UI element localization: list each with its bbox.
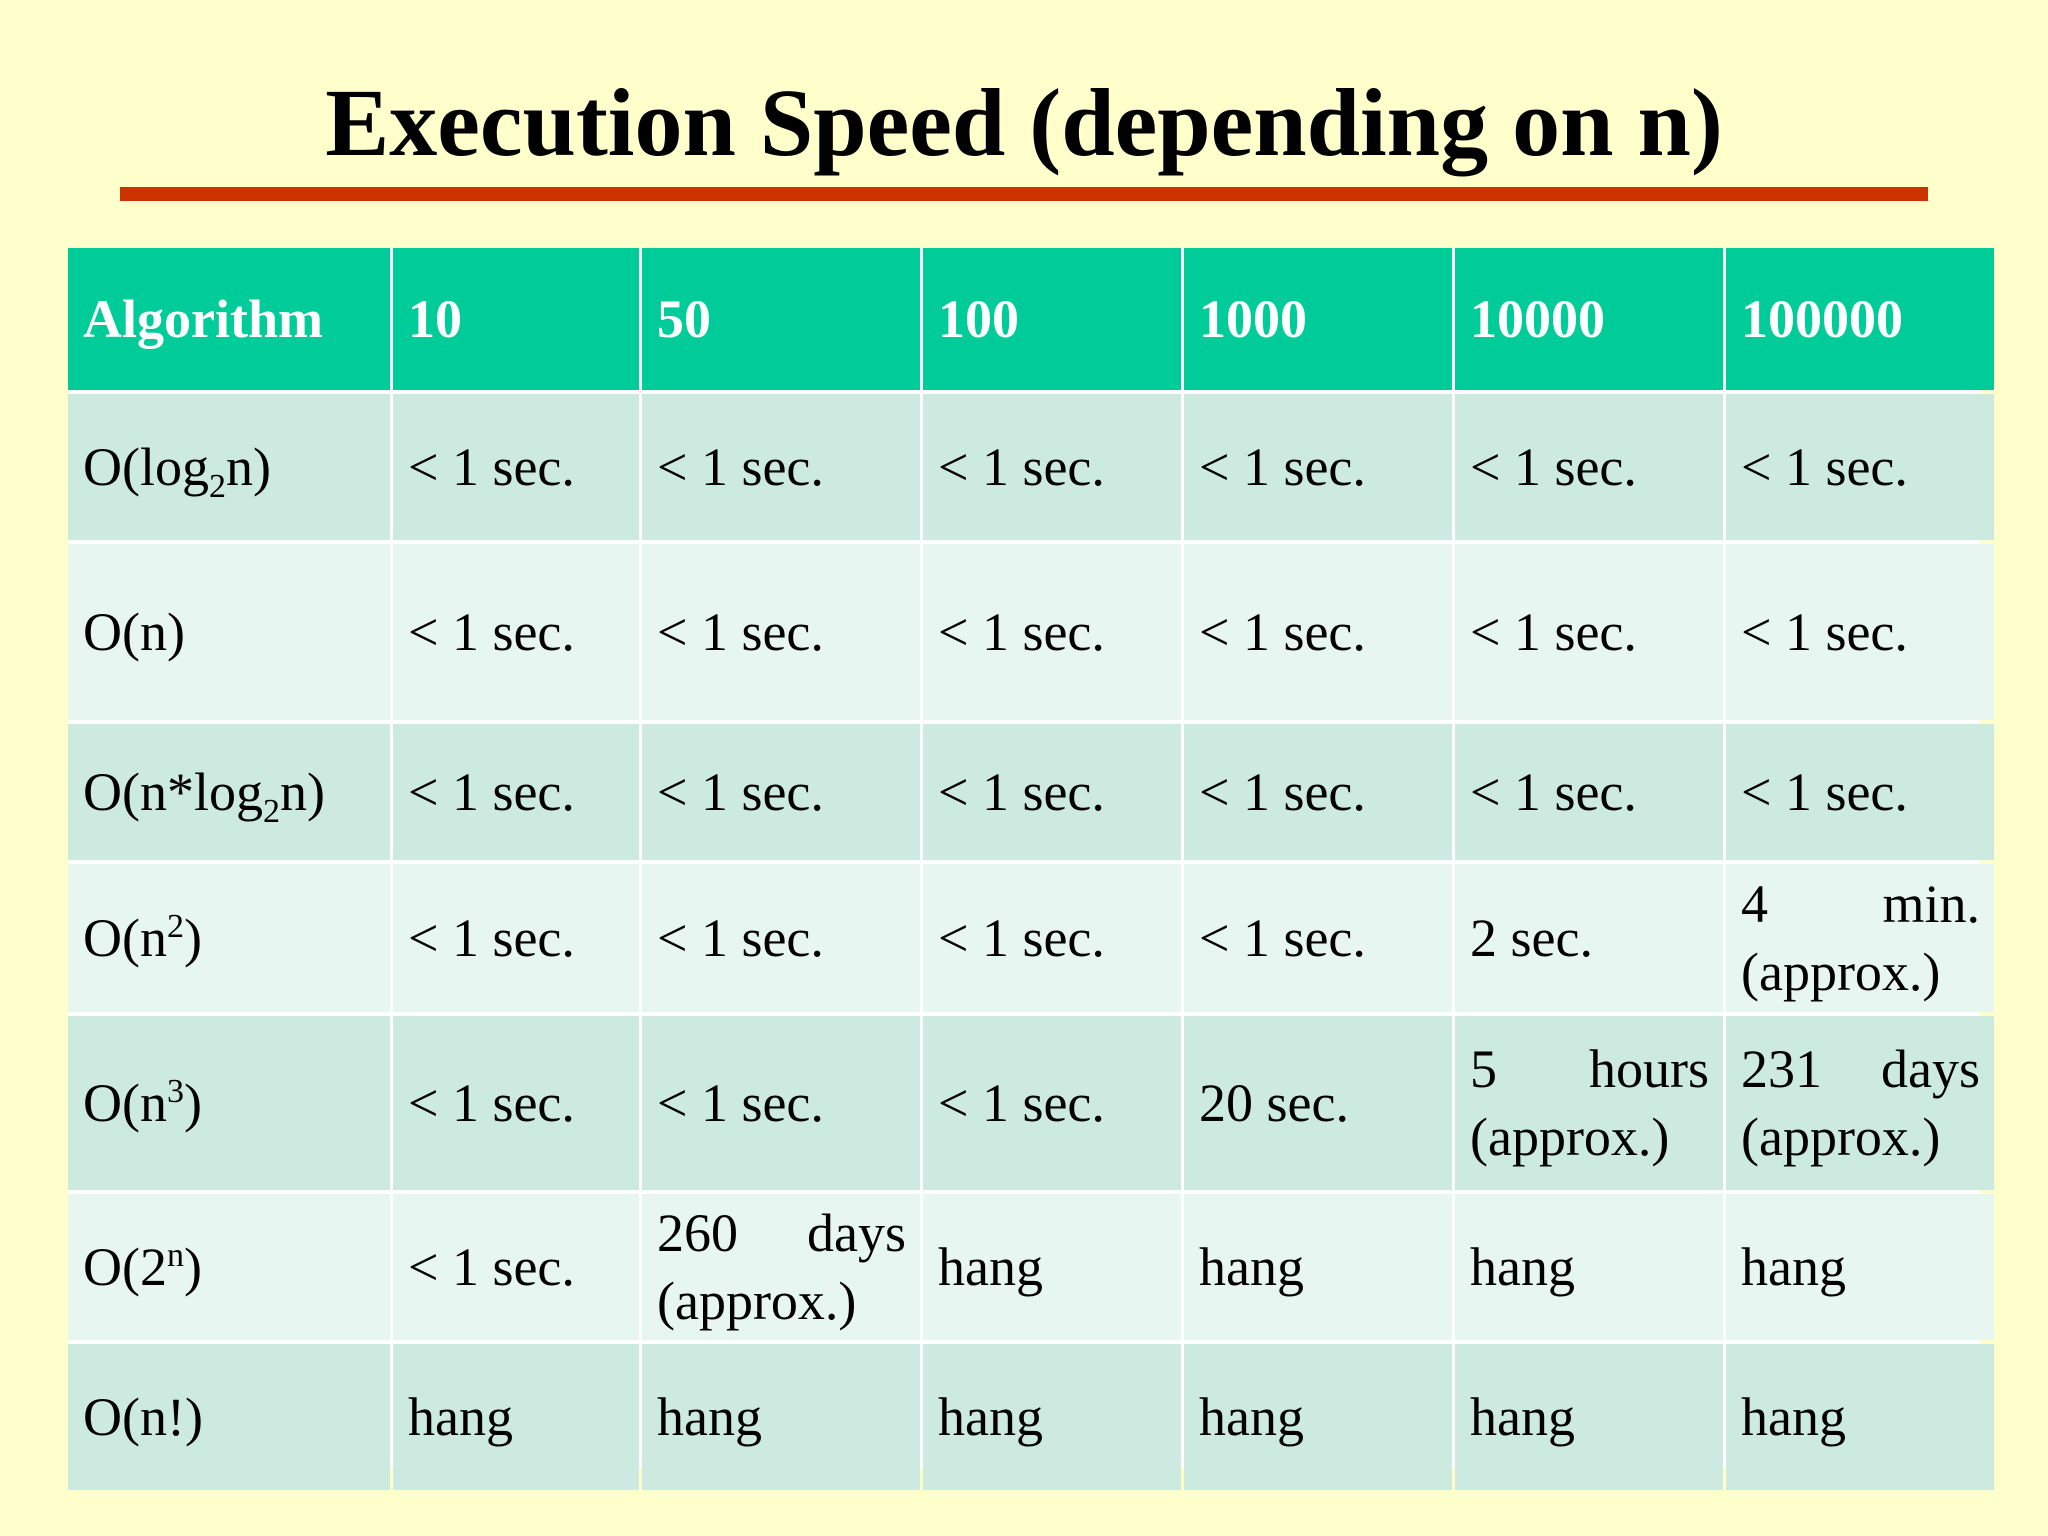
algorithm-cell: O(log2n) xyxy=(68,394,390,540)
time-cell: < 1 sec. xyxy=(393,544,639,720)
page-title: Execution Speed (depending on n) xyxy=(325,69,1723,176)
header-cell-1000: 1000 xyxy=(1184,248,1452,390)
header-label: 10 xyxy=(408,289,462,349)
algorithm-cell: O(2n) xyxy=(68,1194,390,1340)
time-cell: 231 days (approx.) xyxy=(1726,1016,1994,1190)
algorithm-cell: O(n!) xyxy=(68,1344,390,1490)
time-cell: < 1 sec. xyxy=(393,724,639,860)
time-cell: 2 sec. xyxy=(1455,864,1723,1012)
time-cell: hang xyxy=(1184,1344,1452,1490)
time-cell: hang xyxy=(1726,1344,1994,1490)
time-cell: hang xyxy=(642,1344,920,1490)
time-cell: 260 days (approx.) xyxy=(642,1194,920,1340)
time-cell: < 1 sec. xyxy=(1726,724,1994,860)
time-cell: hang xyxy=(1726,1194,1994,1340)
time-cell: < 1 sec. xyxy=(1184,724,1452,860)
time-cell: 4 min. (approx.) xyxy=(1726,864,1994,1012)
time-cell: < 1 sec. xyxy=(1184,864,1452,1012)
header-cell-100000: 100000 xyxy=(1726,248,1994,390)
algorithm-label: O(n*log2n) xyxy=(83,762,325,830)
algorithm-cell: O(n3) xyxy=(68,1016,390,1190)
header-label: 100000 xyxy=(1741,289,1903,349)
time-cell: < 1 sec. xyxy=(642,724,920,860)
header-label: 50 xyxy=(657,289,711,349)
time-cell: hang xyxy=(923,1194,1181,1340)
time-cell: < 1 sec. xyxy=(1455,394,1723,540)
time-cell: < 1 sec. xyxy=(923,1016,1181,1190)
title-underline xyxy=(120,187,1928,201)
algorithm-label: O(n3) xyxy=(83,1073,202,1133)
algorithm-label: O(n2) xyxy=(83,908,202,968)
time-cell: < 1 sec. xyxy=(923,394,1181,540)
time-cell: hang xyxy=(393,1344,639,1490)
time-cell: < 1 sec. xyxy=(642,864,920,1012)
time-cell: < 1 sec. xyxy=(1726,544,1994,720)
time-cell: < 1 sec. xyxy=(642,544,920,720)
time-cell: hang xyxy=(1184,1194,1452,1340)
time-cell: < 1 sec. xyxy=(393,864,639,1012)
time-cell: hang xyxy=(1455,1194,1723,1340)
time-cell: < 1 sec. xyxy=(393,394,639,540)
time-cell: < 1 sec. xyxy=(1726,394,1994,540)
time-cell: < 1 sec. xyxy=(393,1016,639,1190)
header-cell-10: 10 xyxy=(393,248,639,390)
time-cell: < 1 sec. xyxy=(1455,544,1723,720)
time-cell: 5 hours (approx.) xyxy=(1455,1016,1723,1190)
header-label: 100 xyxy=(938,289,1019,349)
algorithm-cell: O(n2) xyxy=(68,864,390,1012)
time-cell: < 1 sec. xyxy=(923,544,1181,720)
header-label: 1000 xyxy=(1199,289,1307,349)
time-cell: < 1 sec. xyxy=(1184,394,1452,540)
time-cell: < 1 sec. xyxy=(642,1016,920,1190)
time-cell: < 1 sec. xyxy=(1184,544,1452,720)
header-cell-100: 100 xyxy=(923,248,1181,390)
time-cell: hang xyxy=(1455,1344,1723,1490)
time-cell: < 1 sec. xyxy=(923,724,1181,860)
execution-speed-table: Algorithm 10 50 100 1000 10000 100000 O(… xyxy=(68,248,1994,1490)
time-cell: < 1 sec. xyxy=(1455,724,1723,860)
time-cell: 20 sec. xyxy=(1184,1016,1452,1190)
header-label: Algorithm xyxy=(83,289,323,349)
time-cell: < 1 sec. xyxy=(393,1194,639,1340)
time-cell: < 1 sec. xyxy=(642,394,920,540)
time-cell: < 1 sec. xyxy=(923,864,1181,1012)
header-cell-10000: 10000 xyxy=(1455,248,1723,390)
algorithm-cell: O(n*log2n) xyxy=(68,724,390,860)
header-cell-algorithm: Algorithm xyxy=(68,248,390,390)
algorithm-cell: O(n) xyxy=(68,544,390,720)
algorithm-label: O(2n) xyxy=(83,1237,202,1297)
time-cell: hang xyxy=(923,1344,1181,1490)
header-label: 10000 xyxy=(1470,289,1605,349)
header-cell-50: 50 xyxy=(642,248,920,390)
algorithm-label: O(n) xyxy=(83,602,185,662)
algorithm-label: O(n!) xyxy=(83,1387,203,1447)
algorithm-label: O(log2n) xyxy=(83,437,271,505)
